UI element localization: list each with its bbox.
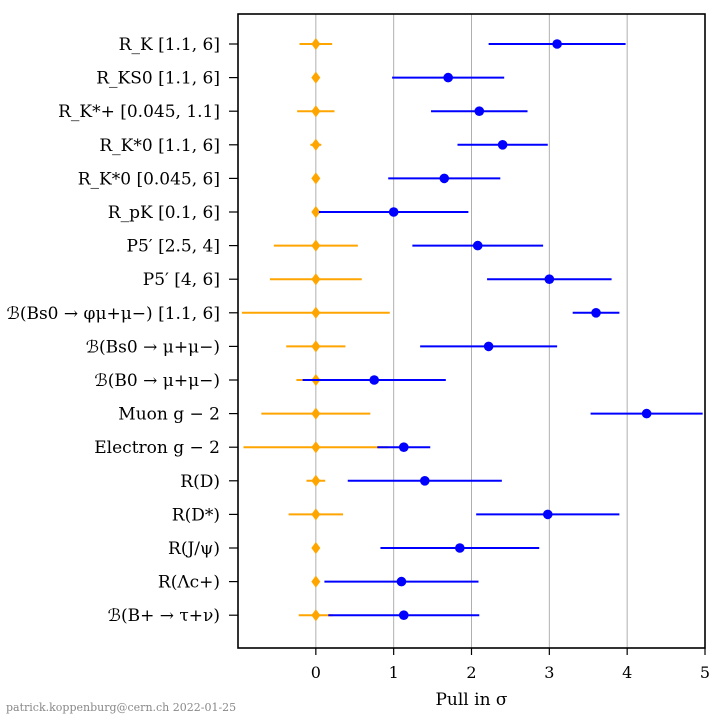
row-label: R(D)	[180, 472, 220, 492]
measurement-point	[420, 476, 430, 486]
row-label: R(J/ψ)	[168, 539, 220, 559]
row-label: R_KS0 [1.1, 6]	[96, 69, 220, 89]
sm-point	[311, 407, 321, 420]
x-axis-ticks: 0 1 2 3 4 5	[311, 648, 710, 682]
sm-point	[311, 609, 321, 622]
row-label: P5′ [2.5, 4]	[127, 237, 220, 257]
row-ticks	[229, 43, 238, 616]
sm-point	[311, 575, 321, 588]
measurement-point	[443, 72, 453, 83]
row-label: ℬ(Bs0 → φμ+μ−) [1.1, 6]	[6, 304, 220, 324]
sm-point	[311, 441, 321, 454]
row-label: ℬ(B0 → μ+μ−)	[94, 371, 220, 391]
sm-point	[311, 38, 321, 50]
footer-credit: patrick.koppenburg@cern.ch 2022-01-25	[6, 701, 237, 714]
x-tick-label: 5	[700, 663, 710, 682]
measurement-point	[474, 106, 485, 116]
row-label: R(D*)	[172, 505, 220, 525]
row-label: R_K*0 [1.1, 6]	[99, 136, 220, 156]
measurement-point	[388, 207, 399, 217]
measurement-point	[472, 240, 483, 251]
row-label: P5′ [4, 6]	[143, 270, 220, 290]
row-label: Muon g − 2	[118, 405, 220, 425]
row-label: R_K*+ [0.045, 1.1]	[58, 102, 220, 122]
sm-point	[311, 105, 321, 118]
x-axis-label: Pull in σ	[435, 690, 507, 710]
measurement-point	[591, 308, 601, 318]
row-label: R(Λc+)	[158, 573, 220, 593]
sm-point	[311, 71, 321, 84]
x-tick-label: 0	[311, 663, 321, 682]
sm-point	[311, 340, 321, 353]
sm-point	[311, 239, 321, 252]
measurement-point	[544, 274, 555, 285]
sm-point	[311, 542, 321, 554]
x-tick-label: 3	[544, 663, 554, 682]
sm-point	[311, 206, 321, 218]
row-label: ℬ(Bs0 → μ+μ−)	[86, 337, 220, 357]
measurement-point	[641, 408, 652, 419]
row-label: ℬ(B+ → τ+ν)	[108, 606, 220, 626]
x-tick-label: 1	[389, 663, 399, 682]
row-label: R_K [1.1, 6]	[119, 35, 220, 55]
measurement-point	[552, 39, 562, 49]
data-marks	[241, 38, 703, 622]
sm-point	[311, 474, 321, 487]
sm-point	[311, 508, 321, 521]
grid-lines	[315, 14, 706, 648]
measurement-point	[455, 543, 465, 553]
sm-point	[311, 273, 321, 286]
row-label: R_K*0 [0.045, 6]	[78, 169, 220, 189]
x-tick-label: 2	[466, 663, 476, 682]
x-tick-label: 4	[622, 663, 632, 682]
sm-point	[311, 138, 321, 151]
row-label: Electron g − 2	[94, 438, 220, 458]
measurement-point	[483, 341, 494, 352]
measurement-point	[396, 576, 407, 587]
measurement-point	[369, 375, 380, 385]
measurement-point	[398, 610, 409, 620]
row-label: R_pK [0.1, 6]	[108, 203, 220, 223]
measurement-point	[398, 442, 409, 453]
measurement-point	[439, 173, 450, 184]
measurement-point	[542, 509, 553, 520]
row-labels: R_K [1.1, 6] R_KS0 [1.1, 6] R_K*+ [0.045, …	[6, 35, 220, 626]
measurement-point	[497, 140, 508, 150]
sm-point	[311, 172, 321, 185]
sm-point	[311, 306, 321, 319]
